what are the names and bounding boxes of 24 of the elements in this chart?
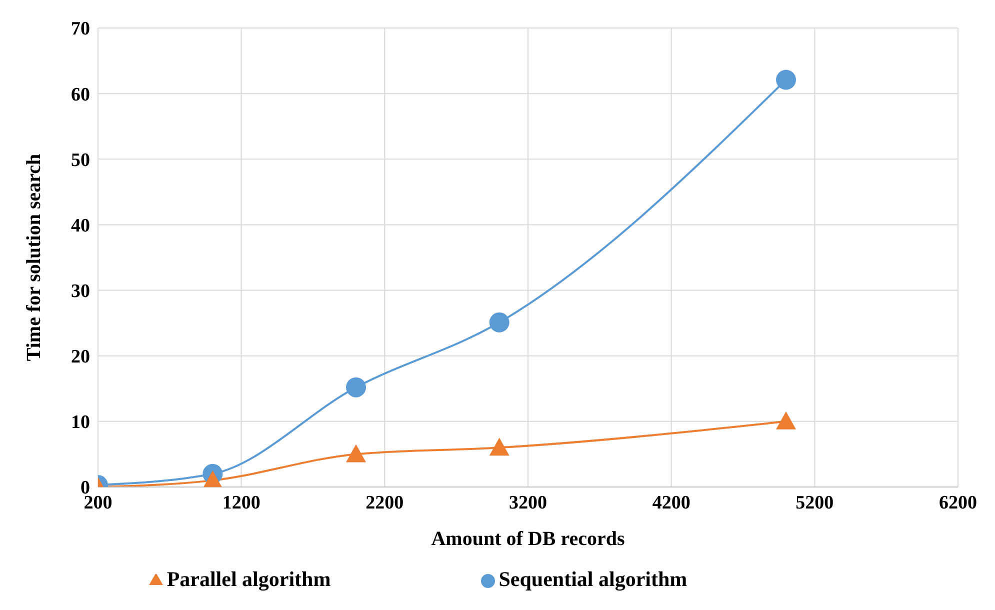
point [202,470,223,487]
x-tick-label: 3200 [509,492,547,514]
y-tick-label: 30 [71,281,90,302]
point [346,377,366,398]
y-tick-label: 50 [71,150,90,171]
x-tick-label: 4200 [652,492,690,514]
point [776,70,796,90]
x-tick-label: 5200 [796,492,834,514]
x-axis-title: Amount of DB records [431,528,625,550]
y-tick-label: 10 [71,412,90,434]
point [489,312,510,332]
y-tick-label: 20 [71,346,90,368]
x-tick-label: 6200 [939,492,977,514]
legend-label: Sequential algorithm [498,567,688,591]
y-tick-label: 60 [71,84,90,106]
point [776,411,796,430]
point [489,438,510,456]
x-tick-label: 1200 [222,492,260,514]
point [346,444,366,462]
y-tick-label: 70 [71,18,90,40]
legend-label: Parallel algorithm [166,567,331,591]
y-axis-title: Time for solution search [23,154,46,362]
x-tick-label: 2200 [366,492,404,514]
y-tick-label: 40 [71,215,90,236]
